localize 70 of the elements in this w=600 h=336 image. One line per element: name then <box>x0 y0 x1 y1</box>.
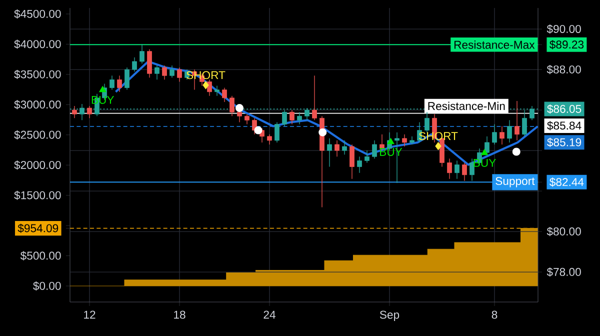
candlestick <box>140 44 144 64</box>
candlestick <box>87 106 92 118</box>
candlestick <box>132 57 137 72</box>
candlestick <box>500 126 504 145</box>
candlestick <box>462 162 467 182</box>
y-tick-label: $3000.00 <box>14 100 61 110</box>
candlestick <box>334 140 340 157</box>
y-tick-label: $1500.00 <box>14 190 61 200</box>
text: $86.05 <box>547 104 582 114</box>
candlestick <box>124 67 130 90</box>
y-tick-label: $3500.00 <box>14 70 61 80</box>
y2-tick-label: $80.00 <box>546 226 581 236</box>
candlestick <box>514 100 520 141</box>
text: $85.84 <box>547 121 582 130</box>
candlestick <box>507 120 512 143</box>
candlestick <box>214 85 220 96</box>
candlestick <box>177 67 182 82</box>
x-tick-label: Sep <box>380 310 400 321</box>
candlestick <box>267 134 272 145</box>
candlestick <box>312 75 317 121</box>
text: $85.19 <box>547 138 582 147</box>
candlestick <box>410 136 414 145</box>
y-tick-label: $954.09 <box>18 224 58 233</box>
candlestick <box>147 48 152 78</box>
candlestick <box>207 79 212 96</box>
y2-tick-label: $82.44 <box>550 178 584 187</box>
candlestick <box>470 158 474 182</box>
candlestick <box>454 160 460 180</box>
ref-line-label: Resistance-Max <box>454 40 535 49</box>
candlestick <box>72 106 77 118</box>
candlestick <box>222 87 227 102</box>
text: BUY <box>380 148 402 156</box>
candlestick <box>117 75 122 92</box>
y2-tick-label: $78.00 <box>546 267 581 277</box>
x-tick-label: 8 <box>492 310 498 319</box>
y-tick-label: $2500.00 <box>14 130 61 140</box>
y2-tick-label: $88.00 <box>546 64 581 74</box>
candlestick <box>244 114 250 125</box>
y-tick-label: $4000.00 <box>14 40 61 49</box>
candlestick <box>154 65 160 80</box>
candlestick <box>357 156 362 174</box>
candlestick <box>342 140 347 155</box>
y-tick-label: $2000.00 <box>14 160 61 170</box>
candlestick <box>484 136 490 155</box>
y2-tick-label: $90.00 <box>546 24 581 34</box>
y-tick-label: $0.00 <box>33 281 61 291</box>
ref-line-label: Support <box>496 177 535 188</box>
candlestick <box>290 110 294 125</box>
candlestick <box>170 65 174 78</box>
candlestick <box>364 150 370 164</box>
candlestick <box>424 112 430 133</box>
x-tick-label: 12 <box>84 310 96 319</box>
y2-tick-label: $89.23 <box>550 40 584 50</box>
y-tick-label: $500.00 <box>20 251 61 260</box>
candlestick <box>492 124 497 145</box>
ref-line-label: Resistance-Min <box>428 102 505 110</box>
candlestick <box>447 158 452 180</box>
y-tick-label: $4500.00 <box>14 9 61 19</box>
candlestick <box>402 134 407 147</box>
candlestick <box>110 75 114 90</box>
candlestick <box>372 140 377 159</box>
candlestick <box>230 96 234 116</box>
candlestick <box>162 65 167 80</box>
candlestick <box>350 144 354 180</box>
candlestick <box>237 110 242 123</box>
x-tick-label: 18 <box>174 310 186 319</box>
candlestick <box>327 138 332 168</box>
candlestick <box>274 122 280 143</box>
x-tick-label: 24 <box>264 310 276 319</box>
candlestick <box>297 112 302 125</box>
